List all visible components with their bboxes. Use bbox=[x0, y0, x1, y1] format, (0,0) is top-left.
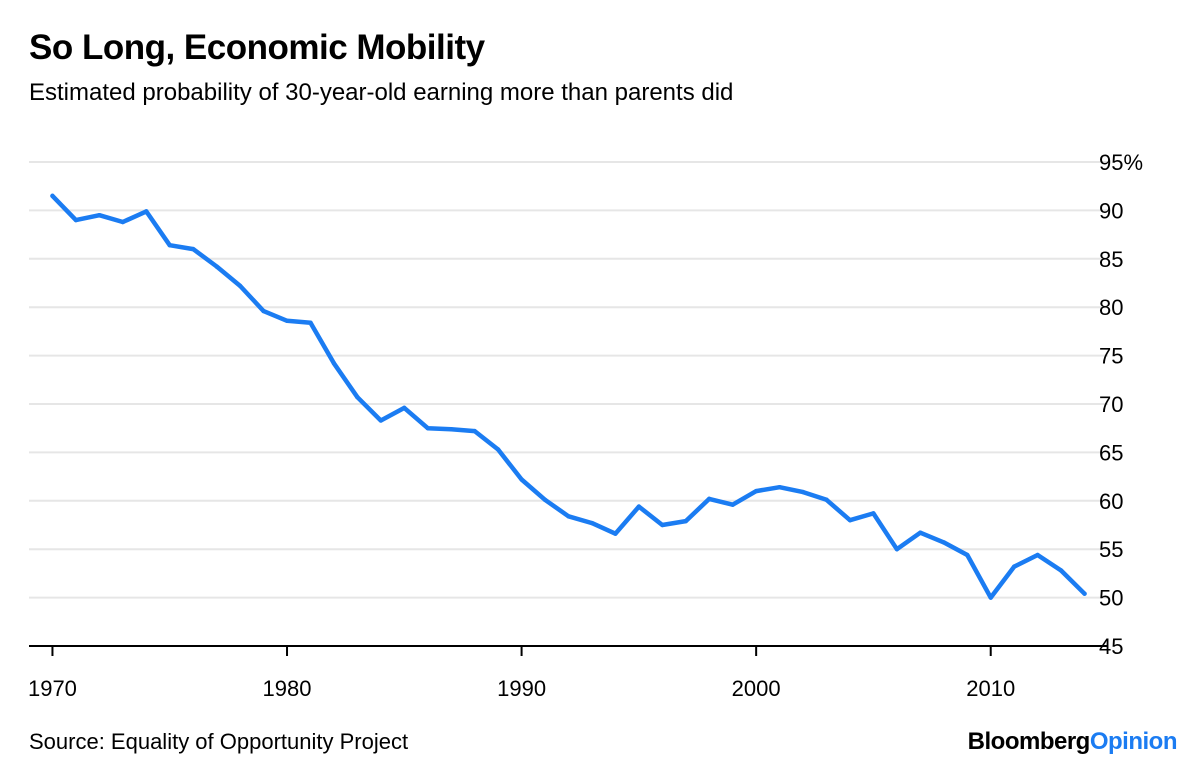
data-point bbox=[753, 488, 759, 494]
data-point bbox=[449, 426, 454, 432]
data-point bbox=[144, 209, 149, 214]
series-layer bbox=[50, 193, 1087, 600]
data-point bbox=[355, 395, 360, 400]
brand-logo-opinion: Opinion bbox=[1089, 728, 1178, 755]
brand-logo-bloomberg: Bloomberg bbox=[967, 728, 1091, 755]
data-point bbox=[1035, 552, 1040, 558]
data-point bbox=[707, 496, 712, 502]
data-point bbox=[472, 428, 477, 434]
data-point bbox=[308, 320, 313, 325]
x-axis bbox=[29, 645, 1108, 656]
chart-title: So Long, Economic Mobility bbox=[29, 28, 485, 67]
data-point bbox=[566, 514, 571, 519]
data-point bbox=[660, 522, 665, 528]
data-point bbox=[730, 502, 735, 507]
data-point bbox=[50, 193, 55, 199]
data-point bbox=[167, 243, 172, 248]
data-point bbox=[519, 477, 524, 482]
y-tick-label: 45 bbox=[1099, 634, 1123, 659]
source-note: Source: Equality of Opportunity Project bbox=[29, 729, 409, 754]
data-point bbox=[378, 418, 384, 423]
data-point bbox=[941, 540, 947, 545]
x-tick-label: 1970 bbox=[28, 676, 77, 701]
y-tick-label: 95% bbox=[1099, 150, 1143, 175]
x-axis-tick-labels: 1970 1980 1990 2000 2010 bbox=[28, 676, 1015, 701]
data-point bbox=[97, 213, 102, 218]
data-point bbox=[894, 547, 900, 552]
data-point bbox=[683, 518, 688, 524]
data-point bbox=[495, 447, 501, 452]
data-point bbox=[918, 530, 923, 535]
data-point bbox=[214, 264, 219, 269]
x-tick-label: 2010 bbox=[966, 676, 1015, 701]
data-point bbox=[402, 405, 407, 411]
data-point bbox=[425, 426, 430, 431]
y-tick-label: 55 bbox=[1099, 537, 1123, 562]
y-tick-label: 65 bbox=[1099, 440, 1123, 465]
data-point bbox=[261, 308, 266, 314]
data-point bbox=[636, 504, 642, 509]
data-point bbox=[777, 485, 782, 490]
data-point bbox=[1011, 564, 1017, 569]
series-line bbox=[50, 193, 1087, 600]
data-point bbox=[965, 552, 970, 558]
data-point bbox=[542, 497, 548, 503]
data-point bbox=[871, 511, 876, 516]
y-tick-label: 70 bbox=[1099, 392, 1123, 417]
data-point bbox=[589, 520, 595, 526]
data-point bbox=[988, 595, 993, 600]
data-point bbox=[847, 517, 853, 523]
data-point bbox=[284, 318, 290, 323]
y-tick-label: 80 bbox=[1099, 295, 1123, 320]
data-point bbox=[613, 531, 618, 536]
x-tick-label: 1990 bbox=[497, 676, 546, 701]
data-point bbox=[190, 246, 196, 252]
x-tick-label: 1980 bbox=[263, 676, 312, 701]
y-tick-label: 85 bbox=[1099, 247, 1123, 272]
y-tick-label: 60 bbox=[1099, 489, 1123, 514]
data-point bbox=[331, 361, 337, 366]
brand-logo: BloombergOpinion bbox=[967, 728, 1178, 756]
data-point bbox=[824, 497, 829, 503]
x-tick-label: 2000 bbox=[732, 676, 781, 701]
y-axis-tick-labels: 45 50 55 60 65 70 75 80 85 90 95% bbox=[1099, 150, 1143, 659]
y-tick-label: 90 bbox=[1099, 198, 1123, 223]
data-point bbox=[237, 283, 243, 289]
gridlines bbox=[29, 161, 1108, 599]
data-point bbox=[120, 219, 126, 225]
data-point bbox=[73, 217, 79, 223]
data-point bbox=[1058, 568, 1064, 573]
data-point bbox=[800, 489, 806, 495]
y-tick-label: 75 bbox=[1099, 344, 1123, 369]
data-point bbox=[1082, 591, 1087, 596]
chart-subtitle: Estimated probability of 30-year-old ear… bbox=[29, 79, 734, 106]
y-tick-label: 50 bbox=[1099, 586, 1123, 611]
